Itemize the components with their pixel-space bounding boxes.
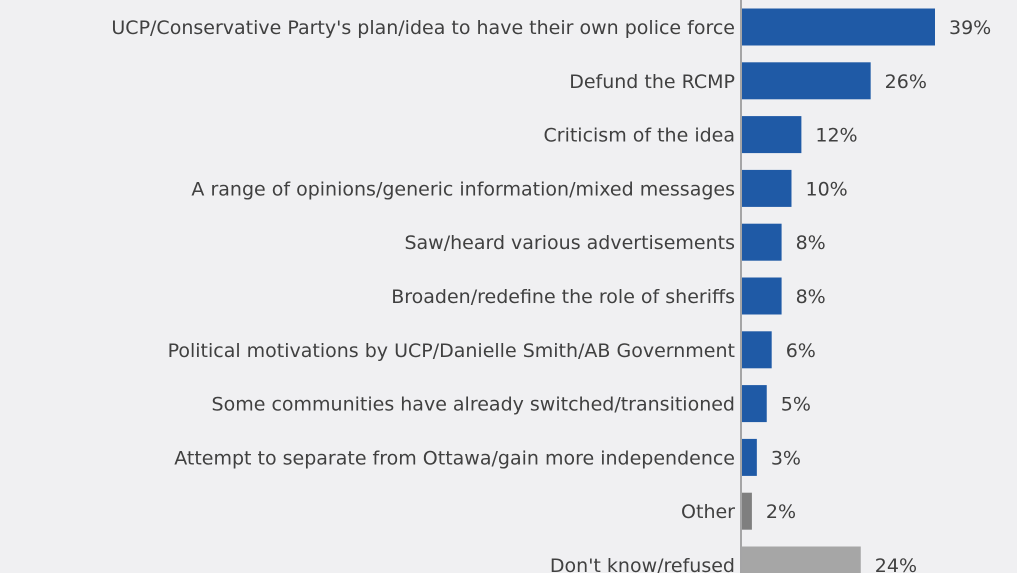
bars-group [742, 8, 935, 573]
bar [742, 169, 792, 207]
value-label: 3% [771, 447, 801, 469]
value-label: 6% [786, 340, 816, 362]
value-label: 8% [796, 286, 826, 308]
value-label: 39% [949, 17, 991, 39]
category-label: Other [681, 501, 735, 523]
category-label: Don't know/refused [550, 555, 735, 573]
category-label: Attempt to separate from Ottawa/gain mor… [174, 447, 735, 469]
category-label: Broaden/redefine the role of sheriffs [391, 286, 735, 308]
value-labels-group: 39% 26% 12% 10% 8% 8% 6% 5% 3% 2% 24% [766, 17, 991, 573]
value-label: 26% [885, 71, 927, 93]
bar [742, 438, 757, 476]
category-label: Saw/heard various advertisements [404, 232, 735, 254]
bar [742, 546, 861, 573]
value-label: 5% [781, 394, 811, 416]
category-labels-group: UCP/Conservative Party's plan/idea to ha… [111, 17, 735, 573]
bar [742, 223, 782, 261]
value-label: 10% [805, 178, 847, 200]
value-label: 2% [766, 501, 796, 523]
value-label: 24% [875, 555, 917, 573]
bar [742, 8, 935, 46]
bar [742, 331, 772, 369]
bar [742, 492, 752, 530]
category-label: Defund the RCMP [569, 71, 735, 93]
category-label: A range of opinions/generic information/… [191, 178, 735, 200]
bar [742, 277, 782, 315]
bar [742, 385, 767, 423]
bar [742, 62, 871, 100]
bar [742, 116, 802, 154]
category-label: Political motivations by UCP/Danielle Sm… [168, 340, 735, 362]
category-label: UCP/Conservative Party's plan/idea to ha… [111, 17, 735, 39]
category-label: Some communities have already switched/t… [212, 394, 735, 416]
value-label: 12% [815, 125, 857, 147]
category-label: Criticism of the idea [543, 125, 735, 147]
value-label: 8% [796, 232, 826, 254]
